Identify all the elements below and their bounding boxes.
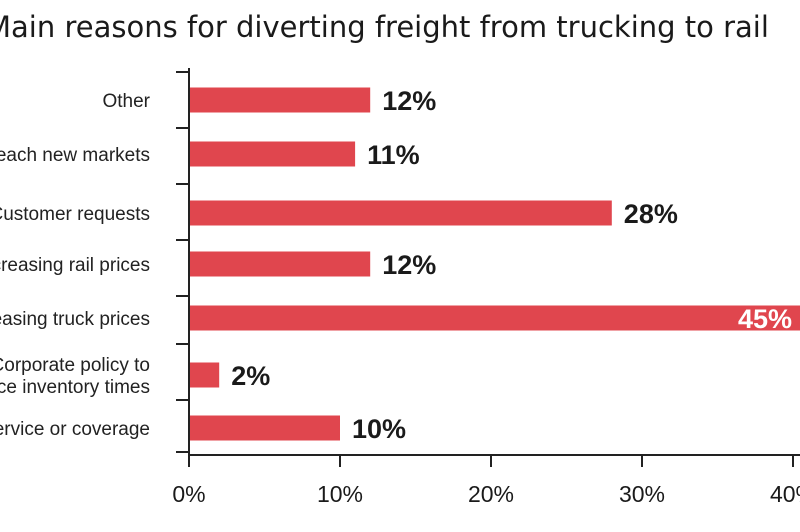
category-label-6-line-2: reduce inventory times xyxy=(0,377,150,398)
bar-1 xyxy=(189,87,371,113)
category-label-7: Service or coverage xyxy=(0,419,150,440)
bar-6 xyxy=(189,362,220,388)
category-label-3: Customer requests xyxy=(0,204,150,225)
x-tick-label-2: 10% xyxy=(317,481,363,507)
bar-2 xyxy=(189,141,356,167)
category-label-2: To reach new markets xyxy=(0,145,150,166)
x-tick-label-5: 40% xyxy=(770,481,800,507)
chart-title: Main reasons for diverting freight from … xyxy=(0,10,769,44)
category-label-6-line-1: Corporate policy to xyxy=(0,355,150,376)
bar-5 xyxy=(189,305,800,331)
x-tick-label-1: 0% xyxy=(172,481,205,507)
labels-layer: 12% Other 11% To reach new markets 28% Custom… xyxy=(0,86,800,507)
bar-4 xyxy=(189,251,371,277)
value-label-3: 28% xyxy=(624,199,678,229)
category-label-5: Increasing truck prices xyxy=(0,309,150,330)
value-label-4: 12% xyxy=(382,250,436,280)
axis-layer xyxy=(176,68,800,467)
category-label-1: Other xyxy=(102,91,150,112)
bars-layer xyxy=(189,87,800,441)
value-label-5: 45% xyxy=(738,304,792,334)
x-tick-label-4: 30% xyxy=(619,481,665,507)
value-label-7: 10% xyxy=(352,414,406,444)
value-label-2: 11% xyxy=(367,140,420,170)
bar-3 xyxy=(189,200,612,226)
bar-7 xyxy=(189,415,340,441)
value-label-1: 12% xyxy=(382,86,436,116)
x-tick-label-3: 20% xyxy=(468,481,514,507)
category-label-4: Decreasing rail prices xyxy=(0,255,150,276)
value-label-6: 2% xyxy=(231,361,270,391)
